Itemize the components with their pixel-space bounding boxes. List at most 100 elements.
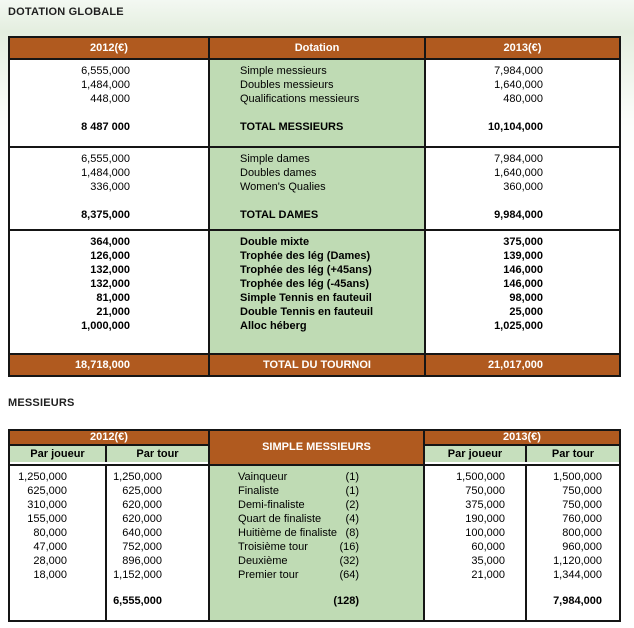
round-label [238, 594, 241, 608]
value-cell: 146,000 [503, 278, 543, 290]
label-cell: Premier tour (64) [210, 568, 423, 582]
value-cell: Trophée des lég (Dames) [240, 250, 371, 262]
value-cell: 750,000 [465, 485, 505, 497]
subheader-2013: Par joueur Par tour [425, 444, 619, 462]
blank-line [107, 582, 208, 594]
footer-total-label: TOTAL DU TOURNOI [208, 355, 424, 375]
value-cell: 1,484,000 [81, 167, 130, 179]
value-cell: 139,000 [503, 250, 543, 262]
subheader-par-joueur-2013: Par joueur [425, 446, 525, 462]
simple-messieurs-title: SIMPLE MESSIEURS [208, 431, 425, 464]
col-labels: Simple messieurs Doubles messieurs Qualifi… [208, 60, 424, 146]
value-cell: 28,000 [33, 555, 67, 567]
total-2013: 10,104,000 [487, 121, 543, 133]
col-2013: 7,984,000 1,640,000 480,000 10,104,000 [424, 60, 619, 146]
value-cell: 640,000 [122, 527, 162, 539]
header-2013: 2013(€) [424, 38, 619, 58]
round-label: Deuxième [238, 555, 288, 567]
value-cell: 620,000 [122, 499, 162, 511]
value-cell: Simple dames [240, 153, 310, 165]
value-cell: 6,555,000 [81, 153, 130, 165]
round-label: Finaliste [238, 485, 279, 497]
col-2013-par-tour: 1,500,000 750,000 750,000 760,000 800,000 960… [525, 466, 619, 620]
label-cell: Vainqueur (1) [210, 470, 423, 484]
value-cell: 1,500,000 [456, 471, 505, 483]
value-cell: 625,000 [27, 485, 67, 497]
label-cell: Quart de finaliste (4) [210, 512, 423, 526]
value-cell: 98,000 [509, 292, 543, 304]
blank-line [426, 194, 619, 208]
label-cell: Demi-finaliste (2) [210, 498, 423, 512]
dotation-table-footer: 18,718,000 TOTAL DU TOURNOI 21,017,000 [10, 353, 619, 375]
blank-line [210, 194, 424, 208]
blank-line [426, 106, 619, 120]
header-dotation: Dotation [208, 38, 424, 58]
value-cell: Simple messieurs [240, 65, 327, 77]
header-2012: 2012(€) [90, 42, 128, 54]
col-2013-par-joueur: 1,500,000 750,000 375,000 190,000 100,000 60,… [425, 466, 525, 620]
value-cell: 1,250,000 [113, 471, 162, 483]
dotation-section-1: 6,555,000 1,484,000 448,000 8 487 000 Simpl… [10, 60, 619, 146]
dotation-section-2: 6,555,000 1,484,000 336,000 8,375,000 Simpl… [10, 146, 619, 229]
subheader-par-joueur-2012: Par joueur [10, 446, 105, 462]
player-count: (64) [339, 569, 359, 581]
value-cell: 18,000 [33, 569, 67, 581]
col-labels: Simple dames Doubles dames Women's Qualies… [208, 148, 424, 229]
value-cell: 21,000 [96, 306, 130, 318]
value-cell: Qualifications messieurs [240, 93, 360, 105]
player-count: (8) [345, 527, 359, 539]
value-cell: 360,000 [503, 181, 543, 193]
value-cell: 896,000 [122, 555, 162, 567]
section-title-messieurs: MESSIEURS [8, 397, 75, 409]
value-cell: 760,000 [562, 513, 602, 525]
player-count: (1) [345, 485, 359, 497]
label-cell: Troisième tour (16) [210, 540, 423, 554]
col-2013: 7,984,000 1,640,000 360,000 9,984,000 [424, 148, 619, 229]
value-cell: Double Tennis en fauteuil [240, 306, 374, 318]
dotation-globale-table: 2012(€) Dotation 2013(€) 6,555,000 1,484,… [8, 36, 621, 377]
value-cell: 960,000 [562, 541, 602, 553]
value-cell: 1,250,000 [18, 471, 67, 483]
total-label: TOTAL MESSIEURS [240, 121, 344, 133]
group-2013-title: 2013(€) [425, 431, 619, 444]
total-label: TOTAL DAMES [240, 209, 319, 221]
player-count: (2) [345, 499, 359, 511]
value-cell: 310,000 [27, 499, 67, 511]
value-cell: 1,640,000 [494, 79, 543, 91]
value-cell: 146,000 [503, 264, 543, 276]
value-cell: 132,000 [90, 278, 130, 290]
value-cell: Double mixte [240, 236, 310, 248]
col-labels: Double mixte Trophée des lég (Dames) Troph… [208, 231, 424, 353]
value-cell: 1,500,000 [553, 471, 602, 483]
value-cell: 1,640,000 [494, 167, 543, 179]
value-cell: 750,000 [562, 485, 602, 497]
value-cell: 364,000 [90, 236, 130, 248]
total-2013: 9,984,000 [494, 209, 543, 221]
round-label: Quart de finaliste [238, 513, 322, 525]
simple-messieurs-table: 2012(€) Par joueur Par tour SIMPLE MESSI… [8, 429, 621, 622]
round-label: Demi-finaliste [238, 499, 305, 511]
total-par-tour-2012: 6,555,000 [113, 595, 162, 607]
value-cell: 336,000 [90, 181, 130, 193]
group-2012-title: 2012(€) [10, 431, 208, 444]
value-cell: 625,000 [122, 485, 162, 497]
col-2013: 375,000 139,000 146,000 146,000 98,000 25,000… [424, 231, 619, 353]
col-2012-par-joueur: 1,250,000 625,000 310,000 155,000 80,000 47,0… [10, 466, 105, 620]
value-cell: Alloc héberg [240, 320, 307, 332]
value-cell: 1,484,000 [81, 79, 130, 91]
footer-total-2013: 21,017,000 [424, 355, 619, 375]
value-cell: 1,120,000 [553, 555, 602, 567]
player-count: (16) [339, 541, 359, 553]
blank-line [425, 582, 525, 594]
value-cell: 7,984,000 [494, 65, 543, 77]
dotation-section-3: 364,000 126,000 132,000 132,000 81,000 21,000… [10, 229, 619, 353]
value-cell: 80,000 [33, 527, 67, 539]
label-cell: Deuxième (32) [210, 554, 423, 568]
value-cell: 47,000 [33, 541, 67, 553]
label-cell: (128) [210, 594, 423, 608]
value-cell: 1,025,000 [494, 320, 543, 332]
value-cell: 752,000 [122, 541, 162, 553]
value-cell: 25,000 [509, 306, 543, 318]
value-cell: 1,344,000 [553, 569, 602, 581]
